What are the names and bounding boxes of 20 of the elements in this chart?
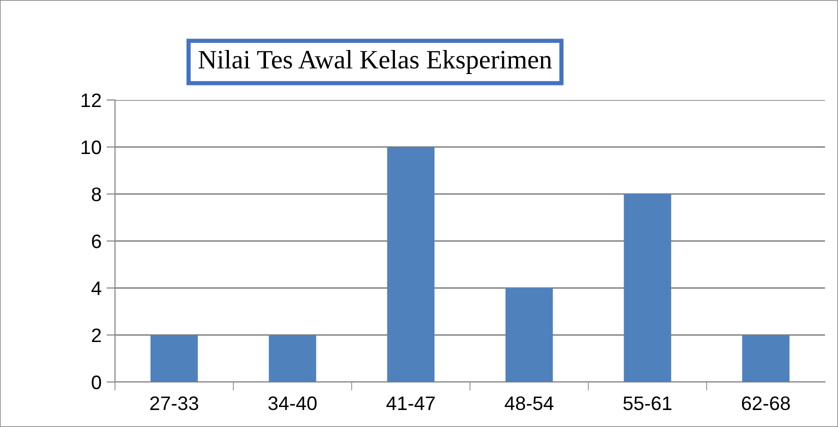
x-tick-label: 34-40 xyxy=(268,396,317,410)
chart-title: Nilai Tes Awal Kelas Eksperimen xyxy=(198,50,552,74)
y-tick-label: 2 xyxy=(92,328,101,342)
bar xyxy=(742,335,790,382)
x-tick-label: 62-68 xyxy=(742,396,790,410)
x-tick-label: 48-54 xyxy=(504,396,554,410)
y-tick-label: 4 xyxy=(91,282,102,296)
bar xyxy=(387,147,434,382)
bar xyxy=(624,194,672,382)
x-tick-label: 55-61 xyxy=(623,396,672,410)
bar xyxy=(506,288,553,382)
x-tick-label: 27-33 xyxy=(150,396,198,410)
bar xyxy=(268,335,316,382)
bar xyxy=(150,335,198,382)
y-tick-label: 6 xyxy=(92,234,101,248)
y-tick-label: 10 xyxy=(82,140,102,154)
y-tick-label: 12 xyxy=(82,93,101,108)
y-tick-label: 0 xyxy=(92,375,102,390)
y-tick-label: 8 xyxy=(92,187,101,202)
x-tick-label: 41-47 xyxy=(386,396,435,410)
